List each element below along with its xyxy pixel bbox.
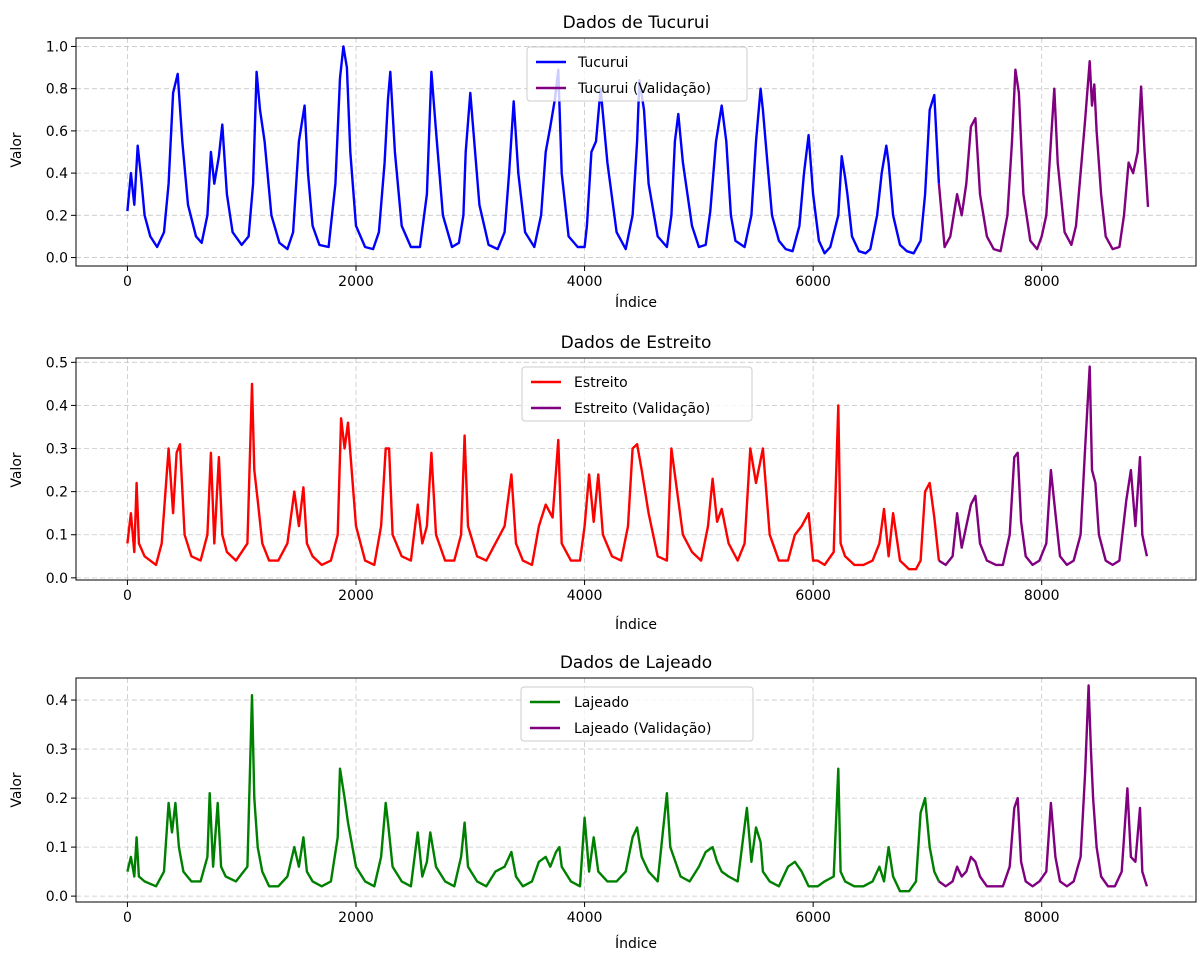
x-tick-label: 0 xyxy=(123,588,132,604)
x-axis-label: Índice xyxy=(615,294,657,311)
x-tick-label: 8000 xyxy=(1024,910,1060,926)
y-tick-label: 0.6 xyxy=(46,124,68,140)
y-tick-label: 0.8 xyxy=(46,82,68,98)
x-tick-label: 4000 xyxy=(567,910,603,926)
y-tick-label: 0.2 xyxy=(46,208,68,224)
y-tick-label: 0.3 xyxy=(46,442,68,458)
x-tick-label: 6000 xyxy=(795,588,831,604)
series-line xyxy=(126,382,941,571)
y-tick-label: 0.3 xyxy=(46,742,68,758)
subplot-estreito: Dados de Estreito 0 2000 4000 6000 8000 0.0 0.… xyxy=(9,333,1197,633)
legend-label-series: Tucurui xyxy=(577,55,628,71)
y-tick-label: 0.4 xyxy=(46,166,68,182)
x-tick-label: 6000 xyxy=(795,910,831,926)
y-axis-label: Valor xyxy=(9,132,25,168)
y-tick-label: 0.4 xyxy=(46,398,68,414)
x-tick-label: 0 xyxy=(123,910,132,926)
x-tick-label: 4000 xyxy=(567,588,603,604)
subplot-tucurui: Dados de Tucurui 0 2000 4000 6000 8000 0.0 0.2… xyxy=(9,13,1197,311)
x-axis-label: Índice xyxy=(615,935,657,952)
x-tick-label: 2000 xyxy=(338,274,374,290)
y-tick-label: 0.4 xyxy=(46,693,68,709)
legend-label-series: Estreito xyxy=(574,375,628,391)
subplot-lajeado: Dados de Lajeado 0 2000 4000 6000 8000 0.0 0.1… xyxy=(9,653,1197,952)
axes-frame xyxy=(75,37,1197,267)
plot-area: 0 2000 4000 6000 8000 0.0 0.1 0.2 0.3 0.4 0.5 xyxy=(46,355,1197,604)
y-axis-label: Valor xyxy=(9,772,25,808)
legend-box xyxy=(521,366,753,422)
y-tick-label: 1.0 xyxy=(46,39,68,55)
y-tick-label: 0.1 xyxy=(46,840,68,856)
validation-series-line xyxy=(938,684,1149,888)
y-tick-label: 0.1 xyxy=(46,528,68,544)
legend-label-validation: Tucurui (Validação) xyxy=(577,81,711,97)
y-axis-label: Valor xyxy=(9,452,25,488)
x-tick-label: 4000 xyxy=(567,274,603,290)
plot-area: 0 2000 4000 6000 8000 0.0 0.1 0.2 0.3 0.4 xyxy=(46,677,1197,926)
validation-series-line xyxy=(937,60,1150,253)
y-tick-label: 0.0 xyxy=(46,889,68,905)
axes-frame xyxy=(75,357,1197,581)
y-tick-label: 0.0 xyxy=(46,251,68,267)
y-tick-label: 0.0 xyxy=(46,571,68,587)
legend-label-validation: Estreito (Validação) xyxy=(574,401,710,417)
series-line xyxy=(126,45,941,255)
legend-box xyxy=(520,686,754,742)
x-tick-label: 2000 xyxy=(338,588,374,604)
plot-area: 0 2000 4000 6000 8000 0.0 0.2 0.4 0.6 0.8 1.0 xyxy=(46,37,1197,290)
x-tick-label: 6000 xyxy=(795,274,831,290)
x-tick-label: 8000 xyxy=(1024,274,1060,290)
y-tick-label: 0.2 xyxy=(46,485,68,501)
legend: Tucurui Tucurui (Validação) xyxy=(526,46,748,102)
legend: Lajeado Lajeado (Validação) xyxy=(520,686,754,742)
x-axis-label: Índice xyxy=(615,616,657,633)
y-tick-label: 0.5 xyxy=(46,355,68,371)
legend-box xyxy=(526,46,748,102)
x-tick-label: 2000 xyxy=(338,910,374,926)
series-line xyxy=(126,694,940,893)
chart-title: Dados de Tucurui xyxy=(563,13,710,33)
y-tick-label: 0.2 xyxy=(46,791,68,807)
legend-label-validation: Lajeado (Validação) xyxy=(574,721,711,737)
chart-title: Dados de Estreito xyxy=(561,333,712,353)
validation-series-line xyxy=(938,365,1149,567)
legend: Estreito Estreito (Validação) xyxy=(521,366,753,422)
x-tick-label: 0 xyxy=(123,274,132,290)
chart-title: Dados de Lajeado xyxy=(560,653,712,673)
x-tick-label: 8000 xyxy=(1024,588,1060,604)
legend-label-series: Lajeado xyxy=(574,695,629,711)
axes-frame xyxy=(75,677,1197,903)
